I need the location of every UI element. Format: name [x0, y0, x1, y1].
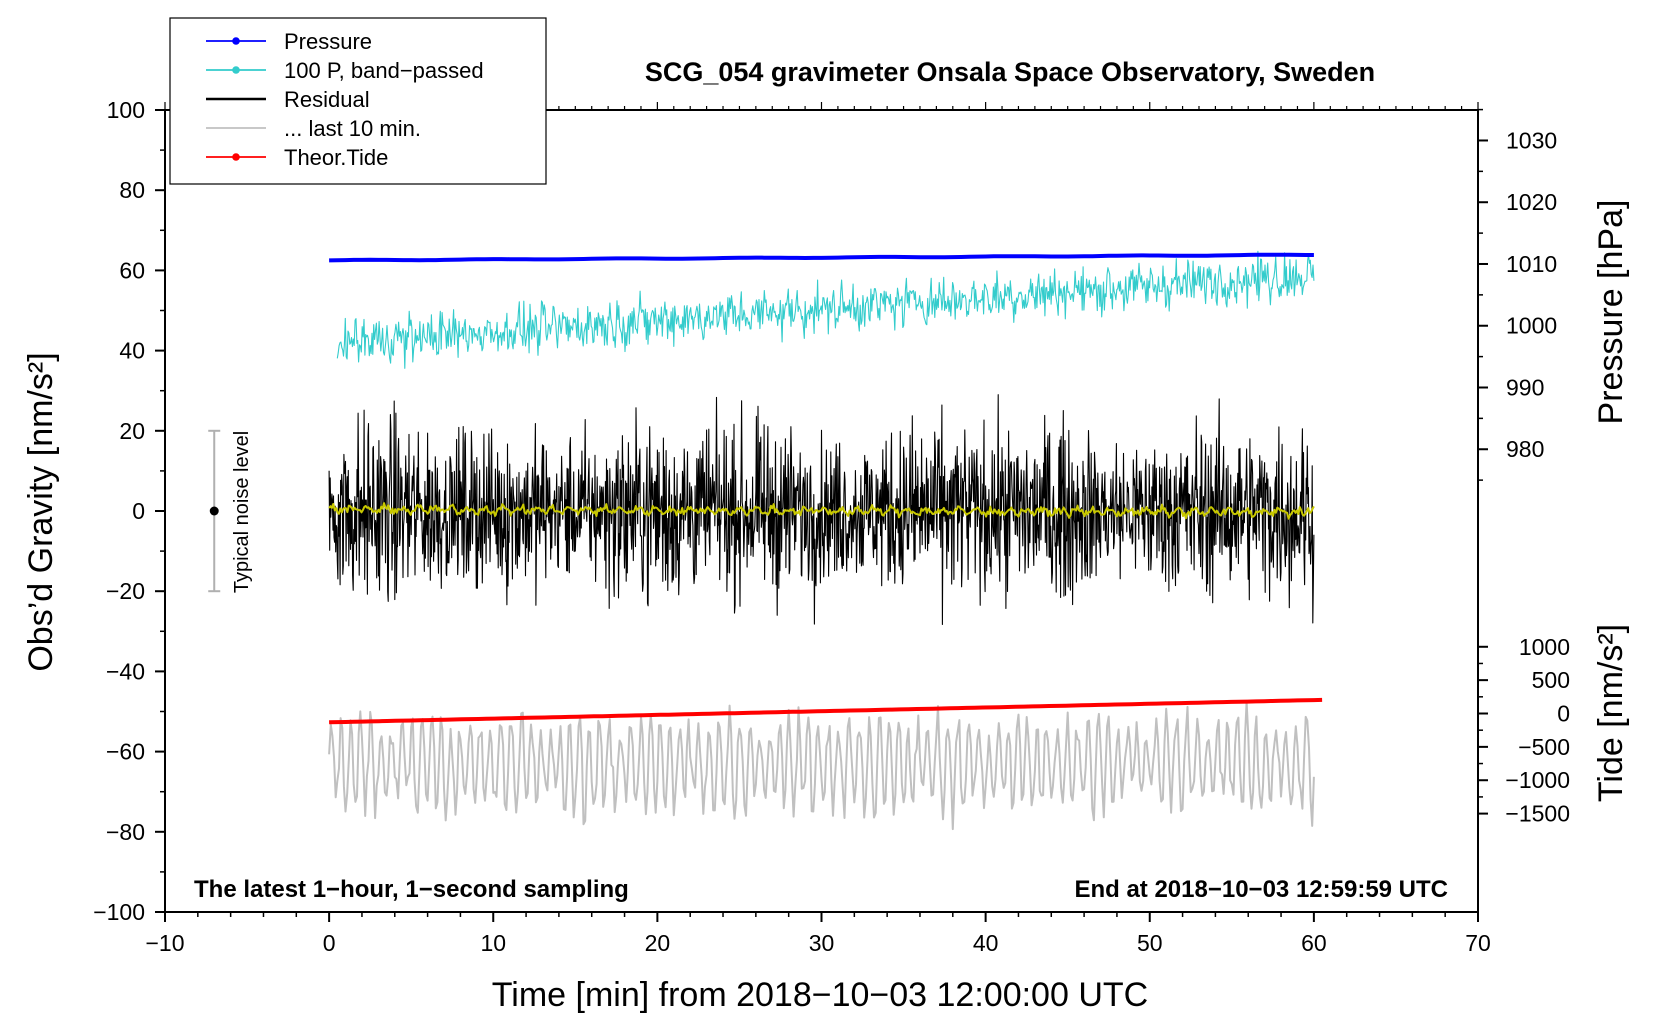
y-tick-label: −60 — [106, 739, 145, 765]
x-axis-title: Time [min] from 2018−10−03 12:00:00 UTC — [492, 976, 1148, 1014]
legend-label: 100 P, band−passed — [284, 58, 484, 83]
tide-tick-label: 0 — [1557, 701, 1570, 727]
y-tick-label: 20 — [119, 418, 145, 444]
x-tick-label: 70 — [1465, 930, 1491, 956]
tide-tick-label: −500 — [1518, 734, 1570, 760]
x-tick-label: 50 — [1137, 930, 1163, 956]
y-axis-title-tide: Tide [nm/s²] — [1592, 624, 1630, 802]
x-tick-label: 10 — [480, 930, 506, 956]
x-tick-label: 30 — [809, 930, 835, 956]
legend-items: Pressure 100 P, band−passed Residual ... la… — [206, 29, 484, 170]
x-tick-label: 0 — [323, 930, 336, 956]
noise-level-label: Typical noise level — [231, 431, 253, 593]
note-sampling: The latest 1−hour, 1−second sampling — [194, 876, 629, 903]
series-band-passed-pressure — [336, 250, 1315, 369]
pressure-tick-label: 1020 — [1506, 189, 1557, 215]
chart-title: SCG_054 gravimeter Onsala Space Observat… — [645, 57, 1375, 87]
legend-label: Residual — [284, 87, 370, 112]
y-tick-label: −100 — [93, 899, 145, 925]
y-tick-label: −20 — [106, 578, 145, 604]
x-tick-label: 20 — [645, 930, 671, 956]
legend-marker — [232, 153, 240, 161]
y-tick-label: 100 — [107, 97, 145, 123]
legend-marker — [232, 37, 240, 45]
series-pressure — [329, 252, 1314, 263]
y-tick-label: −40 — [106, 658, 145, 684]
tide-tick-label: 1000 — [1519, 634, 1570, 660]
noise-bar-center-dot — [209, 506, 219, 516]
tide-tick-label: −1000 — [1505, 767, 1570, 793]
series-residual-smoothed — [328, 502, 1315, 520]
series-theor-tide — [329, 697, 1323, 725]
y-tick-label: 80 — [119, 177, 145, 203]
y-tick-label: 0 — [132, 498, 145, 524]
data-layer — [328, 250, 1323, 831]
y-tick-label: 40 — [119, 338, 145, 364]
x-tick-label: −10 — [145, 930, 184, 956]
pressure-tick-label: 1000 — [1506, 313, 1557, 339]
y-tick-label: 60 — [119, 257, 145, 283]
pressure-tick-label: 1010 — [1506, 251, 1557, 277]
x-tick-label: 60 — [1301, 930, 1327, 956]
y-axis-title-pressure: Pressure [hPa] — [1592, 200, 1630, 425]
series-last-10-min — [328, 700, 1315, 831]
pressure-tick-label: 980 — [1506, 436, 1544, 462]
note-end-time: End at 2018−10−03 12:59:59 UTC — [1074, 876, 1448, 903]
tide-tick-label: −1500 — [1505, 801, 1570, 827]
tide-tick-label: 500 — [1532, 667, 1570, 693]
y-tick-label: −80 — [106, 819, 145, 845]
legend-label: ... last 10 min. — [284, 116, 421, 141]
legend-label: Pressure — [284, 29, 372, 54]
x-tick-label: 40 — [973, 930, 999, 956]
legend-label: Theor.Tide — [284, 145, 388, 170]
pressure-tick-label: 1030 — [1506, 127, 1557, 153]
y-axis-title-left: Obs’d Gravity [nm/s²] — [22, 352, 60, 671]
legend-marker — [232, 66, 240, 74]
legend: Pressure 100 P, band−passed Residual ... la… — [169, 17, 547, 185]
noise-level-bar — [208, 429, 221, 593]
axis-ticks: −10 0 10 20 30 40 50 60 70−100−80−60−40−20020406… — [93, 97, 1570, 956]
pressure-tick-label: 990 — [1506, 374, 1544, 400]
